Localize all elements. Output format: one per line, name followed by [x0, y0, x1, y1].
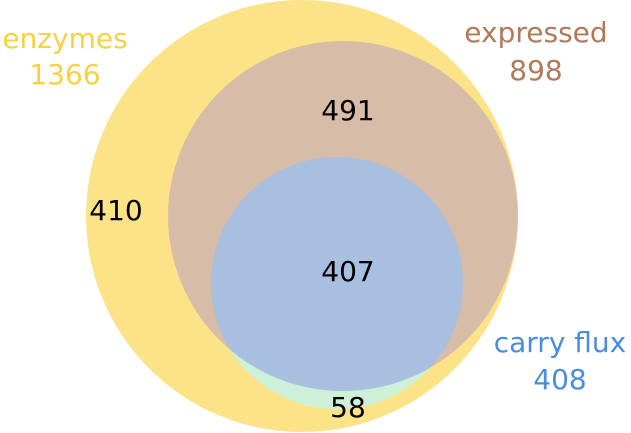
carry-flux-circle	[211, 157, 463, 391]
expressed-set-label: expressed	[464, 16, 607, 49]
expressed-set-count: 898	[509, 54, 562, 87]
region-enzymes-flux-count: 58	[330, 391, 366, 424]
region-enzymes-only-count: 410	[89, 194, 142, 227]
region-enzymes-expressed-count: 491	[321, 94, 374, 127]
enzymes-set-count: 1366	[29, 58, 100, 91]
carry-flux-set-count: 408	[533, 363, 586, 396]
enzymes-set-label: enzymes	[2, 22, 127, 55]
region-all-three-count: 407	[321, 255, 374, 288]
carry-flux-set-label: carry flux	[494, 326, 627, 359]
